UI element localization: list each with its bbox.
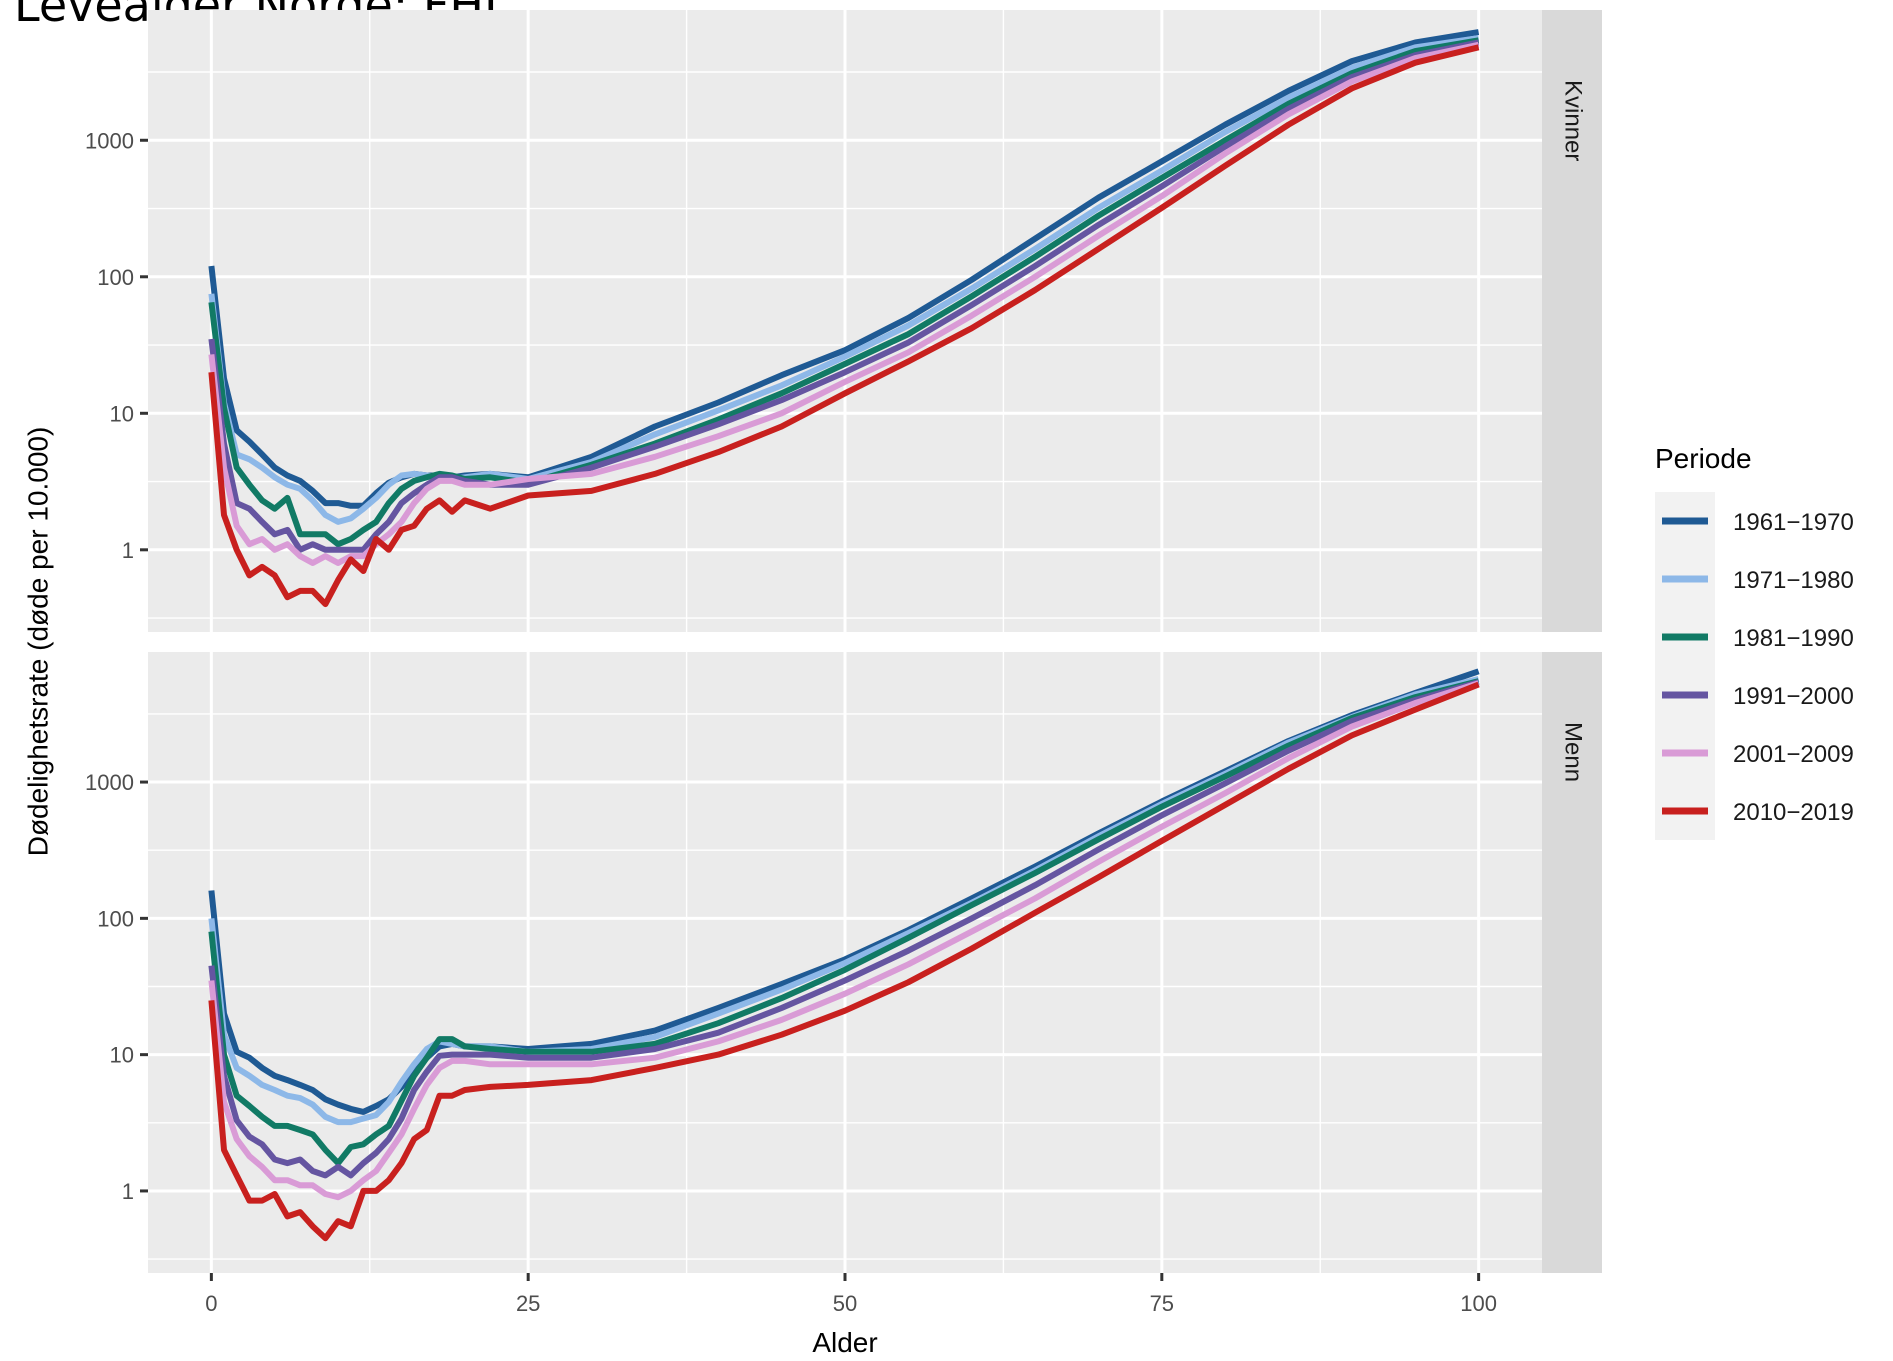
panel-kvinner: 1 10 100 1000 Kvinner xyxy=(85,10,1602,632)
strip-label: Kvinner xyxy=(1560,80,1587,161)
legend-label: 2001−2009 xyxy=(1733,741,1854,768)
y-tick-label: 100 xyxy=(97,906,134,931)
strip-background xyxy=(1542,652,1602,1273)
legend-label: 1991−2000 xyxy=(1733,683,1854,710)
y-tick-label: 1000 xyxy=(85,128,134,153)
series-line xyxy=(208,679,1480,1179)
strip-background xyxy=(1542,10,1602,632)
y-axis-title: Dødelighetsrate (døde per 10.000) xyxy=(22,427,53,857)
x-axis-title: Alder xyxy=(812,1327,877,1358)
x-tick-label: 50 xyxy=(833,1291,857,1316)
series-line xyxy=(208,680,1480,1201)
series-line xyxy=(208,681,1480,1242)
legend-label: 1971−1980 xyxy=(1733,567,1854,594)
series-line xyxy=(208,39,1480,553)
y-tick-label: 10 xyxy=(110,401,134,426)
series-line xyxy=(208,44,1480,608)
strip-label: Menn xyxy=(1560,722,1587,782)
legend-label: 1981−1990 xyxy=(1733,625,1854,652)
legend: Periode 1961−1970 1971−1980 1981−1990 1991−2… xyxy=(1655,443,1854,840)
x-tick-label: 75 xyxy=(1150,1291,1174,1316)
legend-label: 1961−1970 xyxy=(1733,509,1854,536)
panel-menn: 1 10 100 1000 Menn xyxy=(85,652,1602,1273)
y-tick-label: 1000 xyxy=(85,770,134,795)
legend-key-background xyxy=(1655,492,1715,840)
legend-label: 2010−2019 xyxy=(1733,799,1854,826)
series-line xyxy=(208,41,1480,566)
legend-title: Periode xyxy=(1655,443,1752,474)
y-tick-label: 100 xyxy=(97,265,134,290)
y-tick-label: 1 xyxy=(122,1179,134,1204)
y-tick-label: 1 xyxy=(122,538,134,563)
series-line xyxy=(208,678,1480,1167)
y-tick-label: 10 xyxy=(110,1043,134,1068)
x-tick-label: 0 xyxy=(205,1291,217,1316)
x-tick-label: 25 xyxy=(516,1291,540,1316)
x-tick-label: 100 xyxy=(1460,1291,1497,1316)
